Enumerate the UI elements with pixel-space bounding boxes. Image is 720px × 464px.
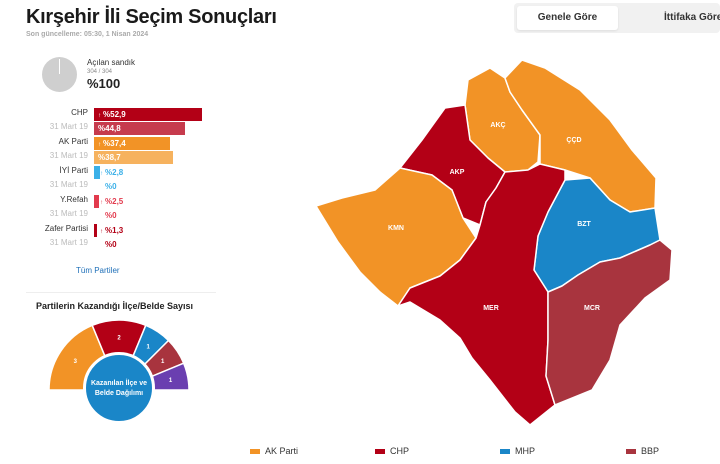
district-label-kmn: KMN (388, 225, 404, 232)
current-result-text: %2,5 (105, 197, 124, 206)
district-label-akc: AKÇ (490, 122, 505, 129)
previous-result-value: %44,8 (98, 124, 121, 133)
previous-election-label: 31 Mart 19 (49, 209, 88, 218)
previous-election-label: 31 Mart 19 (49, 122, 88, 131)
current-result-text: %2,8 (105, 168, 124, 177)
current-result-value: ↑ %2,8 (100, 166, 123, 181)
last-updated-text: Son güncelleme: 05:30, 1 Nisan 2024 (26, 31, 149, 38)
legend-label: BBP (641, 446, 660, 456)
current-result-bar: ↑ %1,3 (94, 224, 123, 237)
previous-result-value: %0 (105, 240, 117, 249)
donut-segment-count: 1 (161, 359, 165, 365)
district-label-ccd: ÇÇD (566, 137, 581, 144)
district-mer[interactable] (397, 163, 566, 426)
current-result-bar: ↑ %2,8 (94, 166, 123, 179)
ballot-box-pie (42, 57, 77, 92)
legend-item-chp: CHP (375, 446, 409, 456)
previous-election-label: 31 Mart 19 (49, 238, 88, 247)
trend-up-icon: ↑ (98, 142, 101, 148)
legend-swatch (250, 449, 260, 455)
party-row: CHP 31 Mart 19 ↑ %52,9 %44,8 (0, 108, 230, 138)
current-result-text: %1,3 (105, 226, 124, 235)
trend-up-icon: ↑ (100, 200, 103, 206)
party-name: CHP (71, 108, 88, 117)
current-result-bar: ↑ %37,4 (94, 137, 171, 152)
district-label-bzt: BZT (577, 221, 591, 228)
ballot-box-label: Açılan sandık (87, 58, 136, 67)
party-name: AK Parti (58, 137, 88, 146)
trend-up-icon: ↑ (100, 229, 103, 235)
ballot-box-count: 304 / 304 (87, 69, 113, 75)
ballot-box-percent: %100 (87, 76, 121, 91)
previous-election-label: 31 Mart 19 (49, 180, 88, 189)
donut-segment-count: 3 (74, 359, 78, 365)
party-row: Y.Refah 31 Mart 19 ↑ %2,5 %0 (0, 195, 230, 225)
previous-election-label: 31 Mart 19 (49, 151, 88, 160)
previous-result-value: %38,7 (98, 153, 121, 162)
donut-segment-count: 2 (117, 336, 121, 342)
party-name: İYİ Parti (59, 166, 88, 175)
legend-item-akparti: AK Parti (250, 446, 298, 456)
legend-swatch (626, 449, 636, 455)
party-row: İYİ Parti 31 Mart 19 ↑ %2,8 %0 (0, 166, 230, 196)
legend-swatch (375, 449, 385, 455)
current-result-bar: ↑ %2,5 (94, 195, 123, 208)
current-result-bar: ↑ %52,9 (94, 108, 202, 121)
current-result-value: ↑ %1,3 (100, 224, 123, 239)
page-title: Kırşehir İli Seçim Sonuçları (26, 6, 277, 28)
legend-swatch (500, 449, 510, 455)
section-divider (26, 292, 216, 293)
trend-up-icon: ↑ (100, 171, 103, 177)
legend-item-bbp: BBP (626, 446, 659, 456)
district-label-akp: AKP (450, 169, 465, 176)
district-label-mcr: MCR (584, 305, 600, 312)
won-districts-title: Partilerin Kazandığı İlçe/Belde Sayısı (36, 301, 194, 311)
center-badge-line2: Belde Dağılımı (94, 390, 144, 397)
party-name: Y.Refah (60, 195, 88, 204)
party-row: AK Parti 31 Mart 19 ↑ %37,4 %38,7 (0, 137, 230, 167)
tab-alliance[interactable]: İttifaka Göre (664, 12, 720, 23)
current-result-value: ↑ %2,5 (100, 195, 123, 210)
donut-segment-count: 1 (169, 378, 173, 384)
district-mcr[interactable] (545, 239, 673, 406)
legend-label: MHP (515, 446, 535, 456)
legend-label: CHP (390, 446, 410, 456)
legend-item-mhp: MHP (500, 446, 535, 456)
donut-segment-count: 1 (146, 344, 150, 350)
current-result-value: ↑ %52,9 (98, 108, 126, 123)
won-districts-center-badge: Kazanılan İlçe ve Belde Dağılımı (83, 352, 155, 424)
party-row: Zafer Partisi 31 Mart 19 ↑ %1,3 %0 (0, 224, 230, 254)
previous-result-bar: %38,7 (94, 151, 173, 164)
district-map: AKÇ ÇÇD AKP KMN BZT MER MCR (315, 59, 673, 426)
current-result-text: %37,4 (103, 139, 126, 148)
current-result-value: ↑ %37,4 (98, 137, 126, 152)
previous-result-value: %0 (105, 211, 117, 220)
current-result-text: %52,9 (103, 110, 126, 119)
previous-result-bar: %44,8 (94, 122, 186, 135)
view-tabs: Genele Göre İttifaka Göre (514, 3, 720, 33)
previous-result-value: %0 (105, 182, 117, 191)
legend-label: AK Parti (265, 446, 299, 456)
trend-up-icon: ↑ (98, 113, 101, 119)
party-name: Zafer Partisi (44, 224, 88, 233)
all-parties-link[interactable]: Tüm Partiler (76, 266, 120, 275)
tab-general[interactable]: Genele Göre (517, 6, 618, 30)
district-label-mer: MER (483, 305, 499, 312)
center-badge-line1: Kazanılan İlçe ve (90, 380, 148, 387)
